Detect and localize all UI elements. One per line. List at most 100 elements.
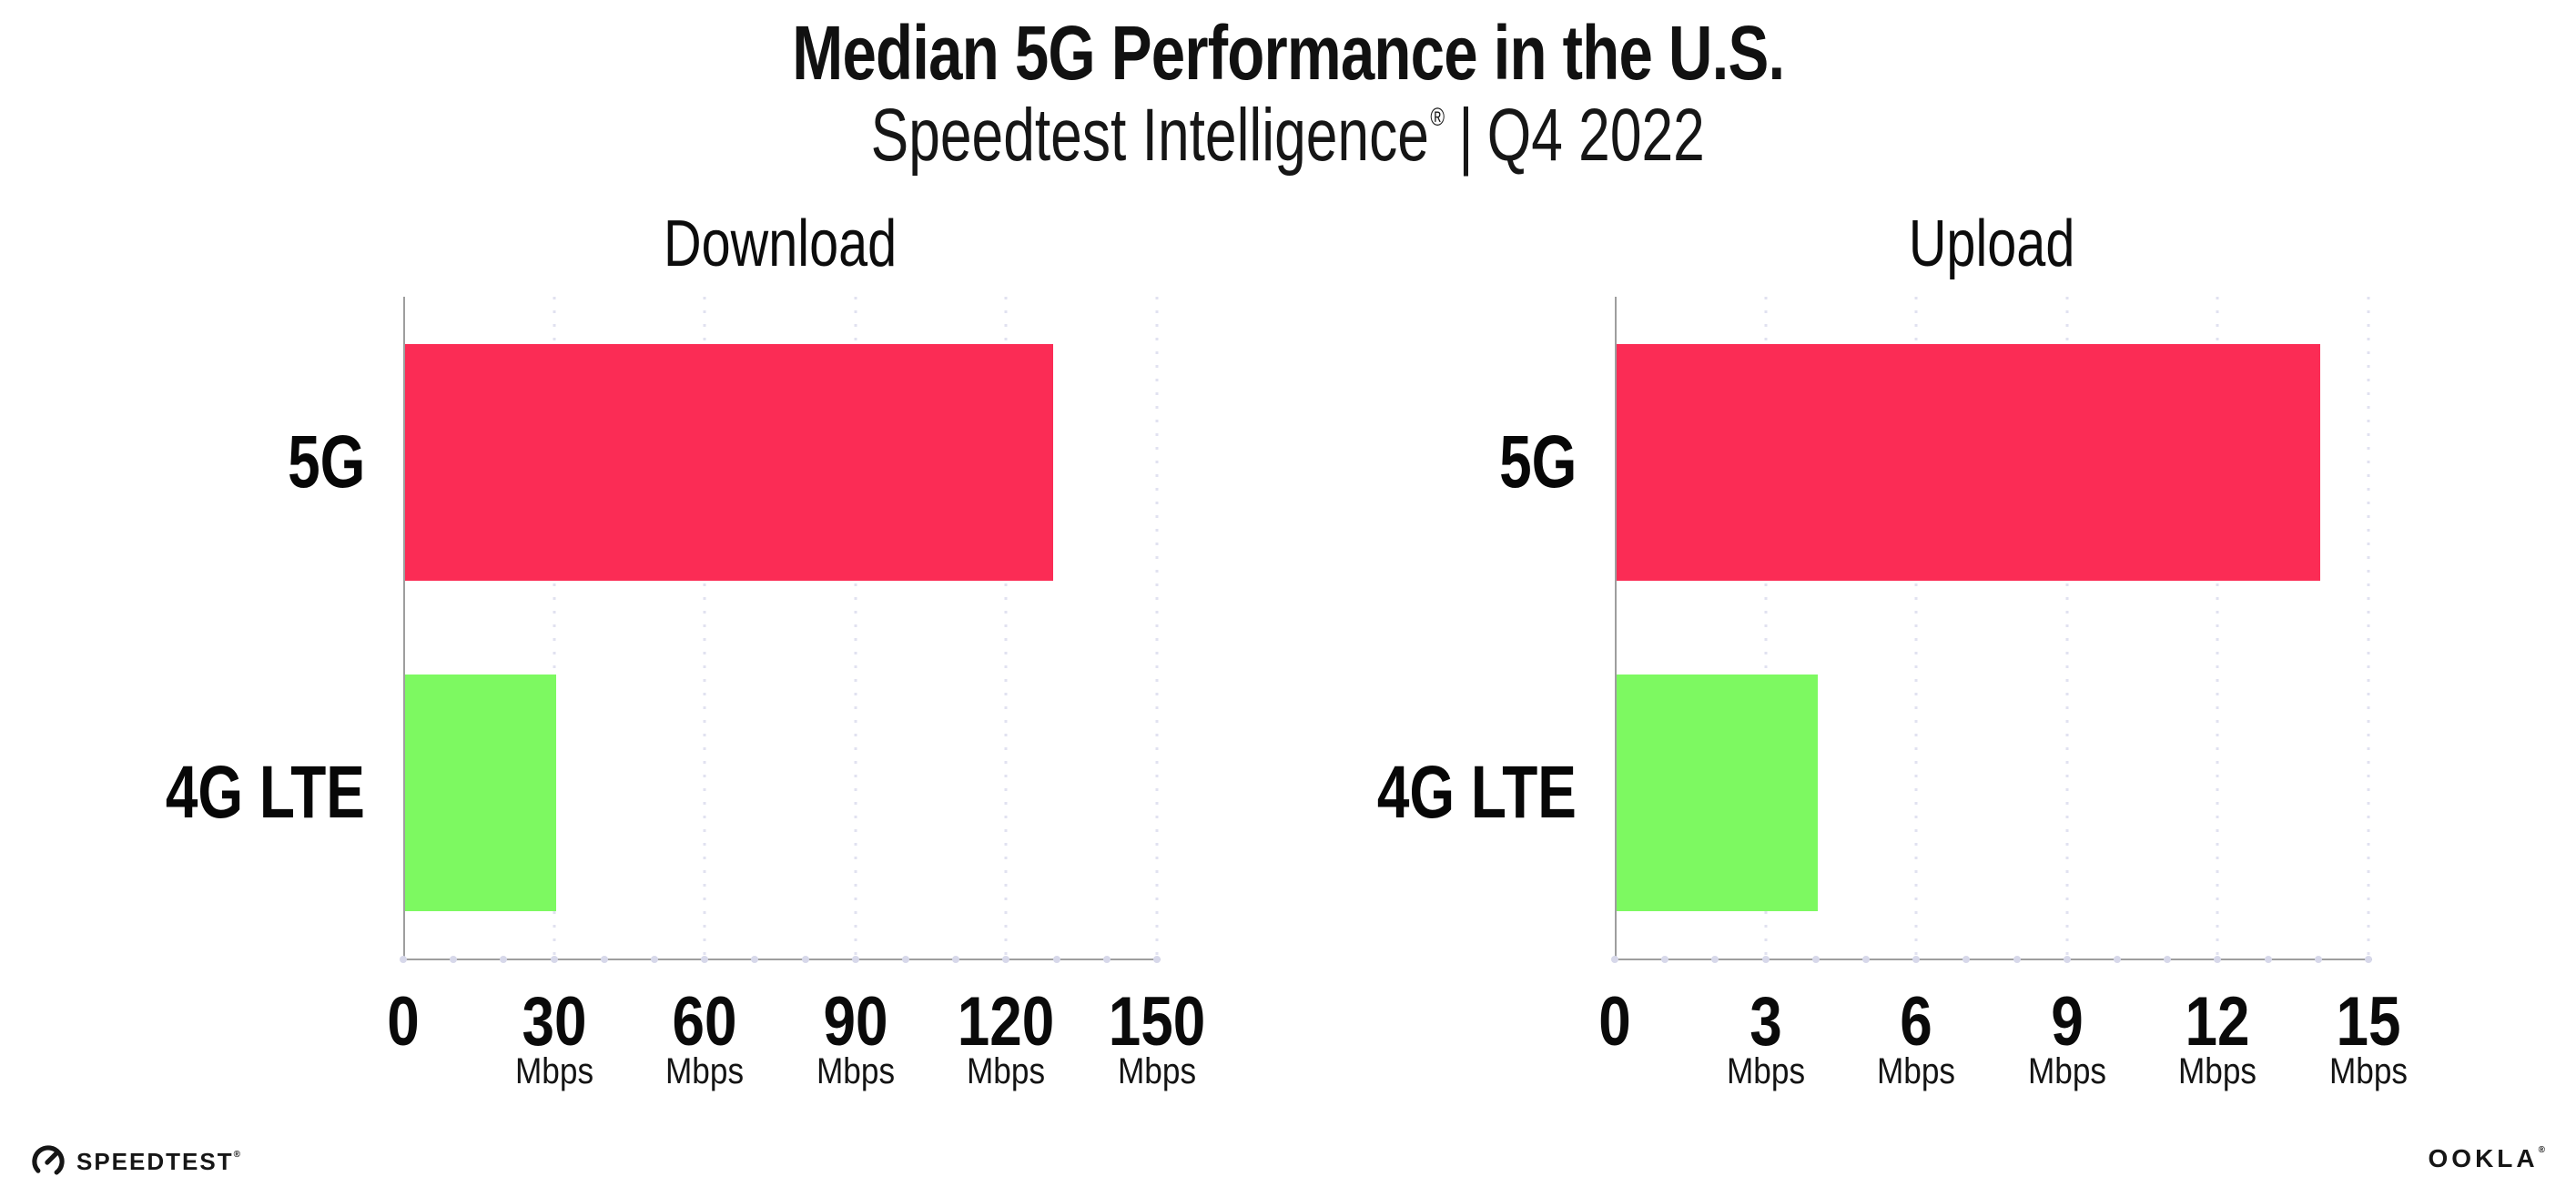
x-axis-line [1615, 959, 2372, 960]
axis-tick-dot [1711, 956, 1719, 963]
axis-tick-dot [2264, 956, 2272, 963]
bar-4g-lte [405, 675, 556, 912]
x-tick-unit: Mbps [665, 1051, 745, 1091]
axis-tick-dot [2114, 956, 2121, 963]
x-tick-label: 15 [2336, 983, 2401, 1060]
axis-tick-dot [2013, 956, 2021, 963]
category-label: 4G LTE [1376, 751, 1577, 835]
ookla-registered-mark: ® [2538, 1145, 2549, 1155]
x-tick-unit: Mbps [2328, 1051, 2409, 1091]
axis-tick-dot [1962, 956, 1971, 963]
x-tick-label: 0 [1598, 983, 1631, 1060]
x-tick-label: 12 [2185, 983, 2250, 1060]
gridline [703, 297, 706, 959]
chart-title: Upload [1615, 208, 2368, 280]
axis-tick-dot [2063, 956, 2071, 963]
x-tick-label: 60 [672, 983, 737, 1060]
bar-4g-lte [1617, 675, 1818, 912]
gridline [2367, 297, 2370, 959]
axis-tick-dot [1002, 956, 1010, 963]
gridline [1764, 297, 1768, 959]
chart-title-text: Upload [1908, 208, 2075, 280]
category-label: 5G [1498, 420, 1577, 503]
bar-5g [405, 343, 1054, 581]
axis-tick-dot [550, 956, 558, 963]
axis-tick-dot [952, 956, 960, 963]
axis-tick-dot [500, 956, 508, 963]
chart-title-text: Download [663, 208, 898, 280]
axis-tick-dot [2365, 956, 2372, 963]
speedtest-logo: SPEEDTEST® [31, 1144, 242, 1179]
page-title: Median 5G Performance in the U.S. [0, 9, 2576, 97]
gridline [854, 297, 857, 959]
subtitle-divider: | [1458, 94, 1474, 177]
category-label: 4G LTE [165, 751, 365, 835]
axis-tick-dot [1661, 956, 1669, 963]
x-tick-unit: Mbps [1726, 1051, 1805, 1091]
y-axis-line [1615, 297, 1617, 959]
x-tick-label: 150 [1108, 983, 1206, 1060]
category-axis: 5G 4G LTE [1212, 297, 1577, 959]
x-tick-unit: Mbps [1877, 1051, 1956, 1091]
gridline [2065, 297, 2069, 959]
axis-tick-dot [1052, 956, 1060, 963]
x-tick-label: 6 [1900, 983, 1932, 1060]
x-tick-unit: Mbps [514, 1051, 593, 1091]
page-subtitle-text: Speedtest Intelligence® | Q4 2022 [871, 93, 1705, 178]
chart-title: Download [403, 208, 1157, 280]
axis-tick-dot [600, 956, 608, 963]
gridline [1004, 297, 1008, 959]
axis-tick-dot [751, 956, 759, 963]
axis-tick-dot [1761, 956, 1770, 963]
registered-mark: ® [1430, 103, 1445, 131]
page-subtitle: Speedtest Intelligence® | Q4 2022 [0, 93, 2576, 178]
gridline [553, 297, 556, 959]
axis-tick-dot [1862, 956, 1870, 963]
axis-tick-dot [1811, 956, 1820, 963]
speedtest-gauge-icon [32, 1145, 65, 1178]
x-tick-unit: Mbps [2178, 1051, 2257, 1091]
x-tick-label: 90 [823, 983, 888, 1060]
x-tick-unit: Mbps [2027, 1051, 2106, 1091]
subtitle-period: Q4 2022 [1486, 94, 1706, 177]
x-tick-label: 9 [2051, 983, 2084, 1060]
ookla-wordmark: OOKLA® [2429, 1144, 2549, 1172]
x-tick-label: 0 [387, 983, 420, 1060]
x-tick-unit: Mbps [1117, 1051, 1197, 1091]
subtitle-brand: Speedtest Intelligence [870, 94, 1430, 177]
gridline [1914, 297, 1918, 959]
page-title-text: Median 5G Performance in the U.S. [791, 10, 1785, 96]
axis-tick-dot [2214, 956, 2222, 963]
plot-area: 0 3 Mbps 6 Mbps 9 Mbps 12 Mbps 15 Mbps [1598, 297, 2408, 1090]
axis-tick-dot [1102, 956, 1111, 963]
speedtest-registered-mark: ® [233, 1149, 242, 1160]
y-axis-line [403, 297, 405, 959]
axis-tick-dot [801, 956, 809, 963]
axis-tick-dot [1153, 956, 1161, 963]
gridline [1155, 297, 1159, 959]
ookla-logo: OOKLA® [2429, 1144, 2549, 1173]
axis-tick-dot [2164, 956, 2172, 963]
x-tick-label: 30 [522, 983, 587, 1060]
x-tick-unit: Mbps [967, 1051, 1046, 1091]
x-tick-label: 120 [958, 983, 1055, 1060]
ookla-label: OOKLA [2428, 1144, 2539, 1172]
axis-tick-dot [1912, 956, 1921, 963]
speedtest-wordmark: SPEEDTEST® [76, 1148, 242, 1176]
x-axis-line [403, 959, 1161, 960]
axis-tick-dot [1611, 956, 1618, 963]
axis-tick-dot [450, 956, 458, 963]
axis-tick-dot [651, 956, 658, 963]
axis-tick-dot [400, 956, 407, 963]
x-tick-label: 3 [1749, 983, 1782, 1060]
plot-area: 0 30 Mbps 60 Mbps 90 Mbps 120 Mbps 150 Mbps [387, 297, 1205, 1090]
axis-tick-dot [2314, 956, 2322, 963]
speedtest-label: SPEEDTEST [76, 1147, 234, 1175]
axis-tick-dot [902, 956, 909, 963]
category-axis: 5G 4G LTE [0, 297, 365, 959]
bar-5g [1617, 343, 2320, 581]
axis-tick-dot [701, 956, 709, 963]
gridline [2216, 297, 2219, 959]
x-tick-unit: Mbps [816, 1051, 895, 1091]
